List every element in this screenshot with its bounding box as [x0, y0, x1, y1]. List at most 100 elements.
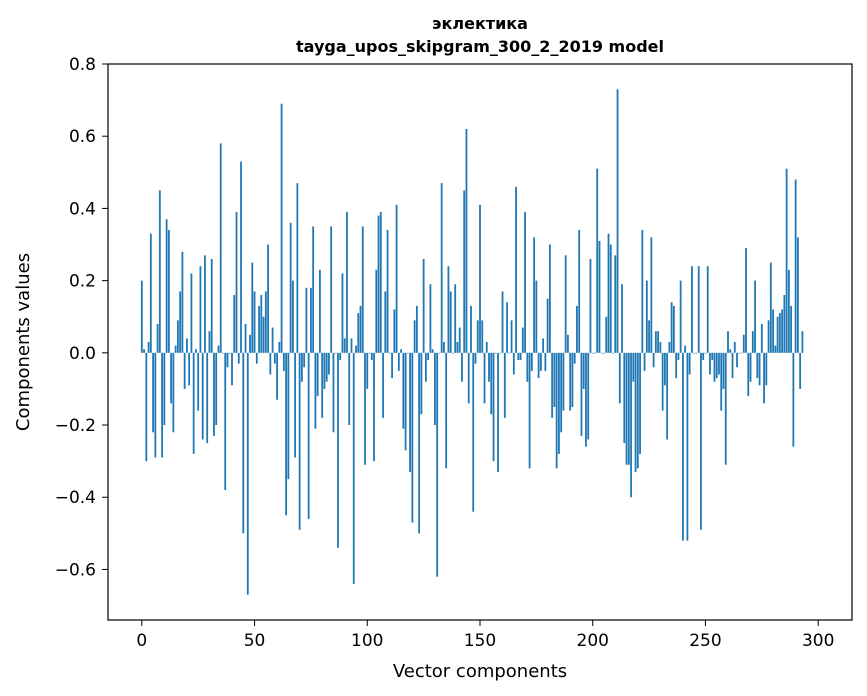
bar [542, 338, 545, 353]
bar [291, 280, 294, 353]
bar [546, 298, 549, 353]
bar [186, 338, 188, 353]
y-tick-label: 0.6 [69, 127, 96, 147]
bar [630, 352, 632, 498]
bar [706, 266, 709, 353]
bar [650, 237, 653, 353]
bar [585, 352, 587, 447]
bar [454, 284, 457, 353]
bar [742, 334, 745, 353]
bar [373, 352, 375, 462]
bar [199, 266, 202, 353]
bar [346, 212, 348, 353]
bar [772, 309, 774, 353]
bar [440, 183, 443, 353]
bar [691, 266, 693, 353]
bar [564, 255, 567, 353]
bar [282, 352, 285, 371]
bar [555, 352, 558, 469]
bar [305, 287, 308, 353]
bar [181, 251, 184, 353]
bar [246, 352, 249, 595]
bar [600, 352, 603, 354]
bar [567, 334, 569, 353]
bar [492, 352, 495, 462]
bar [521, 327, 524, 353]
x-tick-label: 250 [689, 631, 721, 651]
bar [167, 230, 170, 353]
bar [479, 204, 481, 353]
bar [715, 352, 718, 379]
bar [729, 349, 732, 353]
bar [418, 352, 421, 534]
bar [158, 190, 161, 353]
bar [296, 183, 299, 353]
bar [258, 305, 260, 353]
bar [406, 352, 409, 354]
bar [645, 280, 648, 353]
bar [143, 349, 145, 353]
bar [240, 161, 242, 353]
bar [765, 352, 768, 386]
bar [661, 352, 664, 411]
bar [452, 352, 454, 354]
bar [330, 226, 333, 353]
bar [253, 291, 256, 353]
bar [332, 352, 335, 433]
y-tick-label: 0.4 [69, 199, 96, 219]
bar [355, 345, 357, 353]
bar [582, 352, 585, 389]
bar [260, 295, 263, 353]
x-axis: 0 50 100 150 200 250 300 [136, 620, 834, 651]
bar [488, 352, 490, 382]
bar [140, 280, 143, 353]
bar [379, 212, 382, 353]
bar [727, 331, 729, 353]
bar [485, 342, 488, 353]
bar [226, 352, 229, 368]
bar [262, 316, 265, 353]
bar [767, 320, 770, 353]
bar [391, 352, 393, 379]
bar [659, 342, 662, 353]
bar [361, 226, 364, 353]
y-tick-label: 0.0 [69, 344, 96, 364]
bar [605, 316, 608, 353]
bar [778, 313, 781, 353]
bar [709, 352, 711, 375]
bar [686, 352, 689, 541]
bar [607, 233, 610, 353]
bar [576, 305, 578, 353]
chart-title-line-1: эклектика [432, 14, 528, 33]
bar [711, 352, 714, 361]
bar [215, 352, 218, 426]
bar [494, 352, 497, 354]
bar [368, 352, 371, 354]
bar [172, 352, 175, 433]
bar [763, 352, 765, 404]
bar [745, 248, 747, 353]
bar [438, 352, 441, 354]
bar [264, 291, 267, 353]
bar [787, 269, 790, 353]
bar [357, 313, 360, 353]
bar [458, 327, 461, 353]
bar [616, 89, 619, 353]
bar [179, 291, 182, 353]
bar [688, 352, 691, 375]
bar [409, 352, 412, 472]
bar [641, 230, 644, 353]
bar [456, 342, 459, 353]
bar [228, 352, 231, 354]
bar [796, 237, 799, 353]
bar [314, 352, 317, 429]
x-tick-label: 50 [244, 631, 266, 651]
bar [636, 352, 639, 469]
bar [429, 284, 432, 353]
bar [618, 352, 621, 404]
bar [463, 190, 466, 353]
plot-frame [107, 63, 853, 621]
bar [323, 352, 326, 389]
bar [364, 352, 366, 465]
bar [668, 342, 671, 353]
